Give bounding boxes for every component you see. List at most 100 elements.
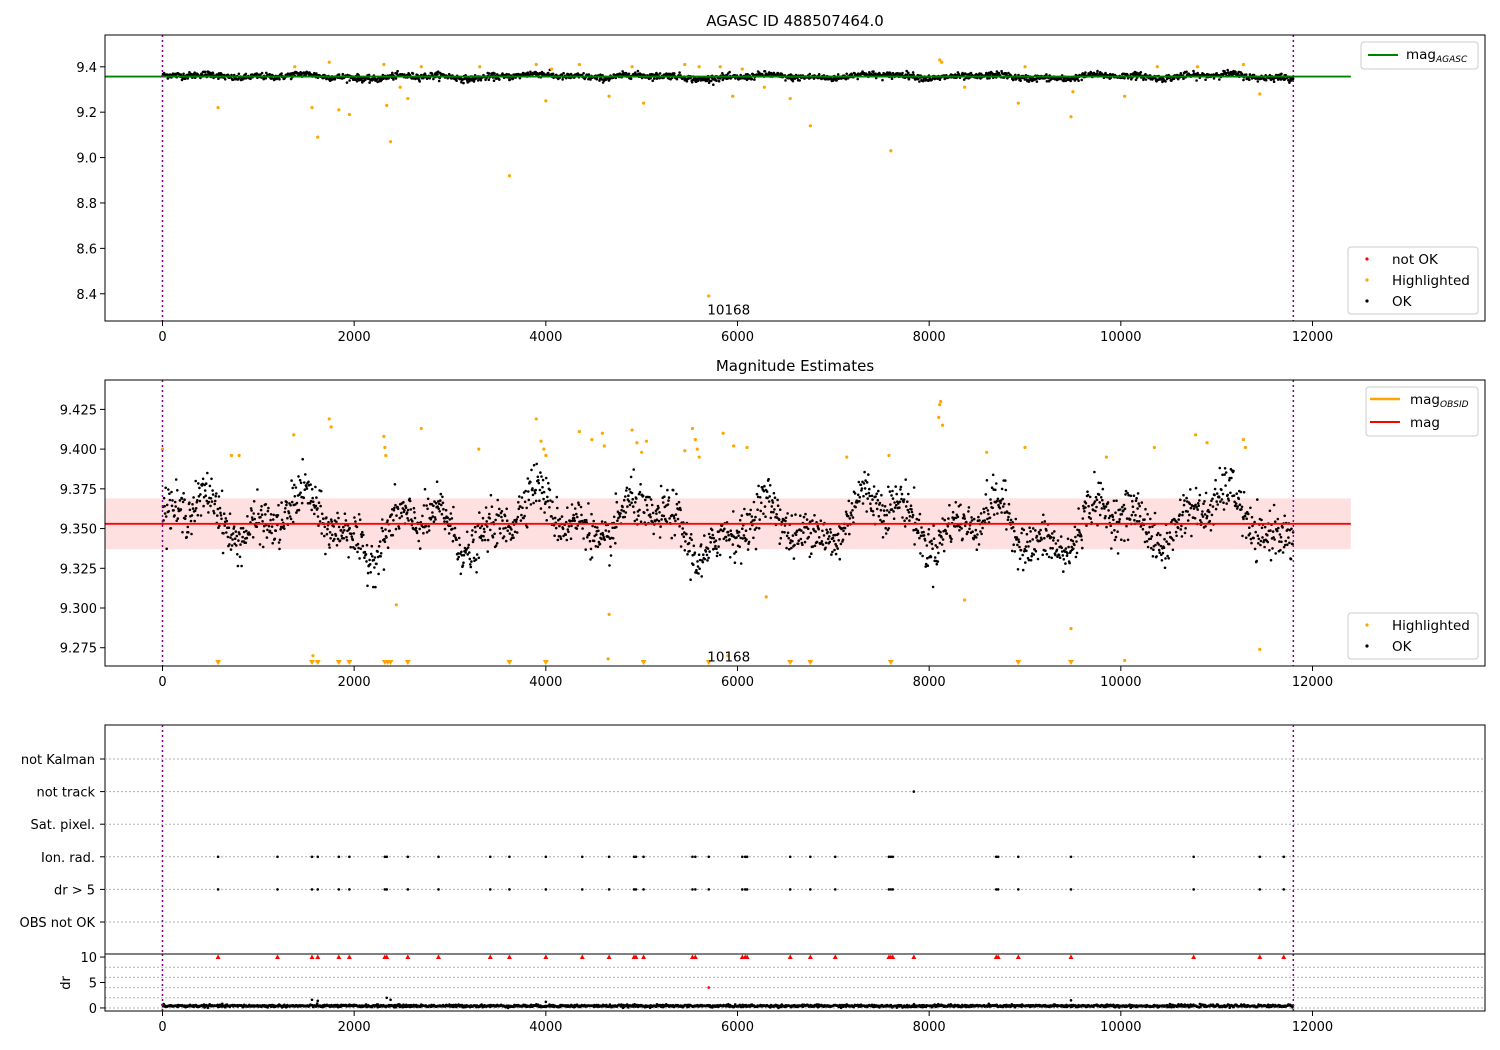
- ok-point: [1194, 486, 1198, 490]
- ok-point: [502, 535, 506, 538]
- ok-point: [320, 532, 324, 535]
- ok-point: [213, 502, 216, 506]
- ok-point: [436, 72, 439, 76]
- xtick-label: 6000: [721, 675, 754, 690]
- ok-point: [462, 561, 465, 564]
- ok-point: [1237, 497, 1241, 501]
- ok-point: [1114, 535, 1118, 539]
- ok-point: [1080, 78, 1083, 82]
- ok-point: [558, 517, 562, 521]
- ok-point: [319, 504, 322, 508]
- ok-point: [290, 479, 293, 482]
- ok-point: [1208, 510, 1211, 514]
- highlighted-point: [534, 62, 538, 67]
- ok-point: [1116, 530, 1119, 533]
- ok-point: [675, 492, 678, 496]
- ok-point: [261, 520, 264, 523]
- highlighted-point: [762, 85, 766, 89]
- ok-point: [418, 80, 422, 83]
- ok-point: [1077, 507, 1080, 510]
- flag-point: [634, 855, 638, 859]
- ok-point: [828, 540, 832, 544]
- highlighted-point: [419, 65, 423, 69]
- ok-point: [977, 515, 980, 519]
- ok-point: [748, 512, 751, 516]
- highlighted-point: [938, 403, 942, 407]
- ok-point: [661, 501, 665, 504]
- ok-point: [441, 495, 444, 499]
- highlighted-point: [388, 140, 393, 144]
- flag-point: [544, 888, 548, 891]
- ok-point: [1114, 511, 1117, 514]
- ok-point: [1255, 559, 1258, 563]
- ok-point: [767, 500, 771, 503]
- ok-point: [170, 490, 173, 494]
- ok-point: [1160, 559, 1164, 562]
- ok-point: [609, 554, 613, 557]
- ok-point: [898, 500, 902, 504]
- ok-point: [516, 515, 520, 519]
- ok-point: [406, 508, 410, 512]
- ok-point: [662, 514, 666, 518]
- panel-mag-legend-lines: magOBSID mag: [1365, 386, 1479, 437]
- ok-point: [1278, 533, 1282, 536]
- ok-point: [567, 525, 571, 528]
- ok-point: [1188, 513, 1191, 517]
- ok-point: [690, 538, 693, 542]
- ok-point: [259, 508, 263, 512]
- ok-point: [276, 514, 280, 517]
- ok-point: [299, 481, 303, 485]
- ok-point: [679, 545, 683, 548]
- ok-point: [1004, 479, 1007, 482]
- ok-point: [942, 549, 946, 553]
- ok-point: [614, 492, 618, 495]
- highlighted-point: [732, 444, 736, 448]
- highlighted-point: [808, 124, 812, 128]
- ok-point: [237, 539, 240, 542]
- ok-point: [198, 486, 201, 490]
- ok-point: [500, 509, 504, 513]
- ok-point: [538, 488, 542, 492]
- ok-point: [635, 497, 638, 500]
- ok-point: [484, 78, 487, 82]
- ok-point: [651, 79, 654, 83]
- ok-point: [558, 524, 561, 528]
- ok-point: [1055, 548, 1059, 552]
- ok-point: [893, 506, 897, 510]
- ok-point: [238, 555, 242, 559]
- ok-point: [986, 509, 990, 512]
- flag-point: [216, 888, 220, 891]
- ok-point: [1026, 540, 1029, 544]
- ok-point: [881, 536, 885, 539]
- ok-point: [344, 519, 348, 522]
- ok-point: [596, 545, 600, 549]
- ok-point: [996, 512, 999, 515]
- ok-point: [744, 529, 748, 532]
- ok-point: [808, 555, 812, 559]
- ok-point: [299, 491, 302, 495]
- ok-point: [302, 496, 306, 500]
- ok-point: [767, 477, 770, 481]
- ok-point: [575, 512, 578, 516]
- ok-point: [1145, 532, 1148, 536]
- ok-point: [517, 501, 520, 504]
- ok-point: [437, 79, 441, 83]
- ok-point: [875, 507, 879, 511]
- ok-point: [201, 477, 205, 481]
- ok-point: [352, 532, 356, 535]
- ok-point: [284, 507, 287, 510]
- ok-point: [489, 493, 493, 497]
- ok-point: [272, 513, 276, 517]
- ok-point: [741, 527, 744, 530]
- ok-point: [1215, 492, 1219, 495]
- ok-point: [180, 497, 184, 500]
- highlighted-point: [697, 65, 701, 69]
- ok-point: [1240, 505, 1244, 509]
- highlighted-point: [385, 103, 389, 107]
- ok-point: [639, 520, 643, 523]
- ok-point: [621, 505, 624, 509]
- ok-point: [1082, 504, 1085, 508]
- ok-point: [1086, 493, 1090, 497]
- ok-point: [386, 519, 389, 522]
- ok-point: [573, 507, 577, 510]
